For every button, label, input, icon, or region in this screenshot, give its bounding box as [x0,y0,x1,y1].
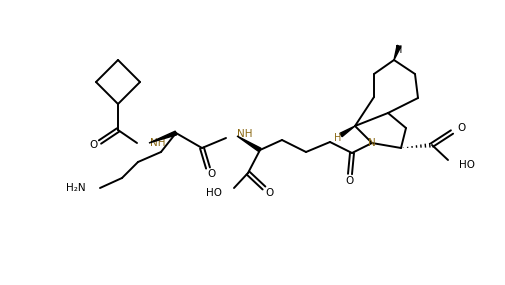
Text: O: O [345,176,353,186]
Text: NH: NH [150,138,166,148]
Text: O: O [266,188,274,198]
Text: H₂N: H₂N [66,183,86,193]
Polygon shape [237,136,261,152]
Polygon shape [340,126,355,137]
Text: O: O [457,123,465,133]
Text: H: H [334,133,342,143]
Text: NH: NH [237,129,252,139]
Text: HO: HO [206,188,222,198]
Text: HO: HO [459,160,475,170]
Polygon shape [394,45,401,60]
Text: N: N [368,138,376,148]
Text: O: O [89,140,97,150]
Text: O: O [207,169,215,179]
Text: H: H [395,45,402,55]
Polygon shape [149,131,177,143]
